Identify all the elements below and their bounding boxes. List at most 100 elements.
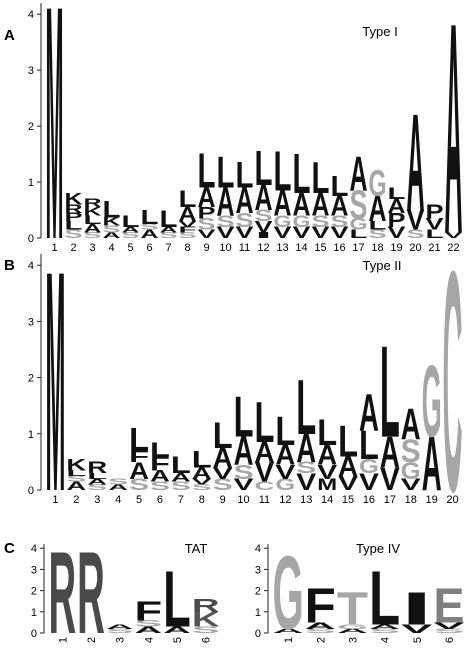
letter: S	[66, 475, 86, 484]
x-tick-label: 10	[219, 242, 231, 254]
x-tick-label: 4	[143, 637, 155, 643]
y-tick-label: 4	[28, 260, 34, 272]
x-tick-label: 8	[199, 494, 205, 506]
x-tick-label: 1	[283, 637, 295, 643]
letter: A	[274, 182, 292, 224]
letter: S	[401, 433, 421, 469]
chart-title: Type II	[362, 258, 401, 273]
letter: L	[163, 556, 191, 645]
letter: C	[255, 479, 275, 493]
letter: S	[236, 208, 254, 231]
letter: S	[108, 477, 128, 486]
letter: V	[198, 228, 217, 241]
letter: A	[293, 187, 311, 224]
x-tick-label: 6	[146, 242, 152, 254]
letter: S	[198, 215, 216, 233]
letter: S	[213, 475, 233, 493]
letter: V	[426, 215, 445, 233]
x-tick-label: 1	[51, 242, 57, 254]
letter: R	[65, 203, 84, 216]
y-tick-label: 0	[255, 628, 261, 640]
y-tick-label: 2	[28, 121, 34, 133]
letter: V	[388, 224, 407, 242]
letter: V	[401, 622, 432, 636]
x-tick-label: 2	[86, 637, 98, 643]
letter: L	[338, 416, 358, 466]
x-tick-label: 3	[347, 637, 359, 643]
letter: A	[388, 194, 406, 217]
letter: A	[150, 467, 170, 485]
letter: A	[380, 427, 400, 477]
letter: S	[103, 224, 121, 235]
letter: S	[135, 619, 163, 629]
letter: S	[65, 228, 83, 241]
letter: V	[338, 473, 359, 495]
letter: V	[213, 464, 234, 482]
letter: V	[433, 620, 465, 630]
letter: L	[179, 186, 197, 213]
letter: L	[213, 414, 233, 455]
letter: R	[77, 527, 105, 648]
y-tick-label: 3	[28, 65, 34, 77]
chart-title: Type I	[362, 24, 397, 39]
letter: V	[255, 218, 274, 236]
letter: P	[426, 200, 444, 223]
letter: V	[236, 224, 255, 242]
letter: S	[141, 223, 159, 232]
letter: L	[236, 154, 254, 196]
letter: L	[87, 472, 107, 481]
x-tick-label: 15	[342, 494, 354, 506]
letter: L	[65, 219, 83, 232]
letter: V	[445, 231, 463, 240]
letter: E	[433, 577, 464, 633]
letter: V	[255, 457, 275, 489]
letter: S	[150, 479, 170, 493]
letter: L	[317, 411, 337, 452]
x-tick-label: 21	[428, 242, 440, 254]
letter: S	[87, 483, 107, 492]
letter: L	[217, 147, 235, 197]
letter: A	[317, 440, 337, 472]
panel-label: A	[4, 27, 15, 44]
letter: L	[141, 206, 159, 229]
letter: G	[274, 212, 292, 230]
letter: A	[84, 222, 102, 235]
x-tick-label: 19	[390, 242, 402, 254]
x-tick-label: 3	[115, 637, 127, 643]
letter: S	[369, 228, 387, 241]
x-tick-label: 16	[333, 242, 345, 254]
letter: G	[337, 623, 368, 630]
letter: A	[135, 625, 163, 635]
letter: K	[66, 456, 86, 474]
x-tick-label: 3	[94, 494, 100, 506]
y-tick-label: 4	[31, 543, 37, 555]
letter: V	[217, 224, 236, 242]
x-tick-label: 12	[257, 242, 269, 254]
letter: L	[369, 556, 400, 642]
letter: L	[350, 228, 368, 241]
x-tick-label: 4	[108, 242, 114, 254]
letter: V	[359, 468, 379, 496]
letter: F	[305, 577, 336, 633]
letter: S	[305, 627, 336, 634]
y-tick-label: 2	[31, 586, 37, 598]
letter: A	[305, 620, 336, 630]
letter: S	[179, 231, 197, 240]
letter: S	[84, 231, 102, 240]
letter: L	[255, 390, 275, 455]
letter: K	[103, 215, 122, 228]
y-tick-label: 4	[28, 9, 34, 21]
letter: A	[179, 203, 197, 226]
letter: V	[401, 475, 422, 493]
letter: A	[103, 231, 121, 240]
letter: V	[407, 203, 425, 236]
letter: V	[192, 477, 212, 486]
x-tick-label: 3	[89, 242, 95, 254]
letter: P	[388, 208, 406, 231]
letter: R	[49, 527, 77, 648]
letter: M	[317, 475, 337, 493]
letter: A	[213, 442, 233, 474]
x-tick-label: 1	[57, 637, 69, 643]
x-tick-label: 20	[446, 494, 458, 506]
y-tick-label: 3	[255, 564, 261, 576]
